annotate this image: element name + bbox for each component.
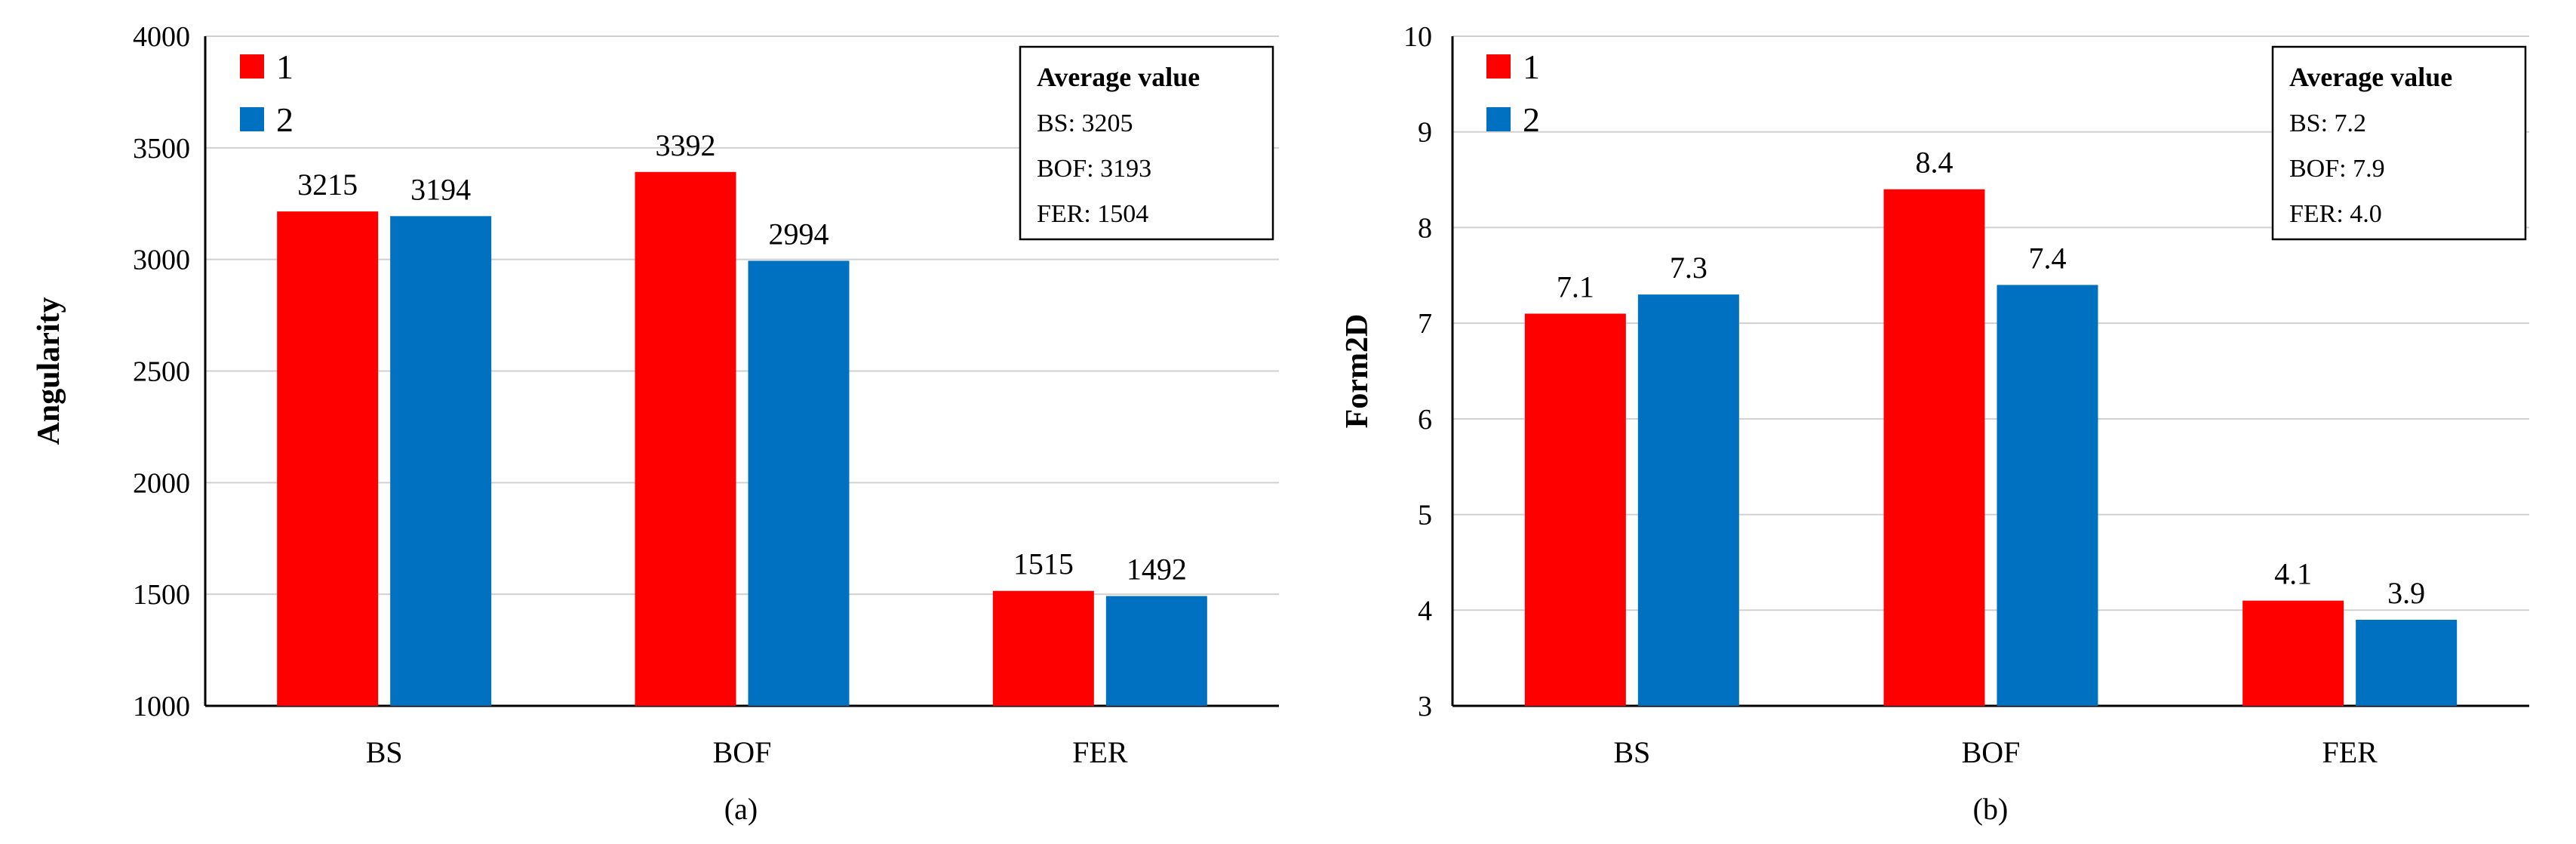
data-label: 1492 [1127, 553, 1187, 587]
legend-label: 2 [1523, 100, 1540, 139]
data-label: 7.4 [2029, 241, 2067, 275]
legend-label: 1 [1523, 48, 1540, 86]
bar-series-1-FER [2242, 600, 2344, 706]
annotation-box [2271, 45, 2527, 241]
y-tick-label: 6 [1418, 404, 1432, 436]
y-tick-label: 2500 [133, 356, 190, 388]
annotation-line: FER: 1504 [1037, 200, 1148, 228]
data-label: 2994 [769, 217, 829, 251]
bar-series-1-BS [277, 211, 379, 706]
chart-caption: (b) [1973, 792, 2009, 826]
annotation-line: BOF: 7.9 [2289, 155, 2385, 183]
bar-series-2-BOF [1997, 285, 2098, 706]
data-label: 8.4 [1916, 146, 1954, 180]
bar-series-1-BOF [635, 171, 736, 707]
y-tick-label: 5 [1418, 500, 1432, 531]
annotation-line: BOF: 3193 [1037, 155, 1151, 183]
x-tick-label: BOF [713, 735, 772, 769]
y-tick-label: 3 [1418, 691, 1432, 722]
chart-form2d: 3 4 5 6 7 8 9 10 Form2D 7.1 7.3 BS 8.4 7.4 BOF 4.1 3.9 FE… [1340, 21, 2529, 826]
y-tick-label: 3500 [133, 133, 190, 165]
legend-label: 1 [276, 48, 294, 86]
data-label: 7.1 [1557, 270, 1594, 303]
x-tick-label: FER [2322, 735, 2378, 769]
x-tick-label: FER [1072, 735, 1128, 769]
chart-angularity: 1000 1500 2000 2500 3000 3500 4000 Angularity 32… [32, 21, 1279, 826]
data-label: 3194 [410, 172, 471, 206]
annotation-title: Average value [2289, 62, 2452, 92]
bar-series-1-BS [1524, 313, 1626, 706]
x-tick-label: BOF [1962, 735, 2021, 769]
legend-swatch [240, 54, 264, 79]
y-tick-label: 9 [1418, 117, 1432, 149]
bar-series-2-FER [2356, 619, 2458, 706]
y-tick-label: 1500 [133, 579, 190, 611]
chart-caption: (a) [724, 792, 758, 826]
annotation-title: Average value [1037, 62, 1200, 92]
bar-series-2-BS [390, 216, 492, 706]
data-label: 1515 [1013, 547, 1074, 581]
annotation-box [1019, 45, 1274, 241]
bar-series-2-BS [1637, 294, 1739, 707]
data-label: 3.9 [2387, 576, 2425, 610]
y-tick-label: 4 [1418, 595, 1432, 627]
legend-swatch [1486, 54, 1511, 79]
annotation-line: BS: 3205 [1037, 109, 1133, 137]
annotation-line: BS: 7.2 [2289, 109, 2366, 137]
legend-swatch [1486, 107, 1511, 131]
bar-series-1-FER [992, 590, 1094, 706]
y-tick-label: 3000 [133, 245, 190, 276]
bar-series-1-BOF [1883, 189, 1985, 706]
y-tick-label: 4000 [133, 21, 190, 53]
x-tick-label: BS [1613, 735, 1650, 769]
data-label: 3215 [297, 168, 358, 202]
bar-series-2-FER [1105, 596, 1207, 706]
x-tick-label: BS [366, 735, 403, 769]
data-label: 4.1 [2274, 557, 2312, 591]
bar-series-2-BOF [748, 260, 850, 706]
data-label: 3392 [656, 128, 716, 162]
legend-swatch [240, 107, 264, 131]
y-axis-title: Angularity [32, 297, 66, 445]
y-tick-label: 7 [1418, 308, 1432, 340]
annotation-line: FER: 4.0 [2289, 200, 2382, 228]
y-tick-label: 8 [1418, 212, 1432, 244]
legend-label: 2 [276, 100, 294, 139]
y-tick-label: 1000 [133, 691, 190, 722]
y-tick-label: 2000 [133, 467, 190, 499]
y-axis-title: Form2D [1340, 314, 1375, 429]
data-label: 7.3 [1670, 251, 1708, 285]
y-tick-label: 10 [1403, 21, 1432, 53]
